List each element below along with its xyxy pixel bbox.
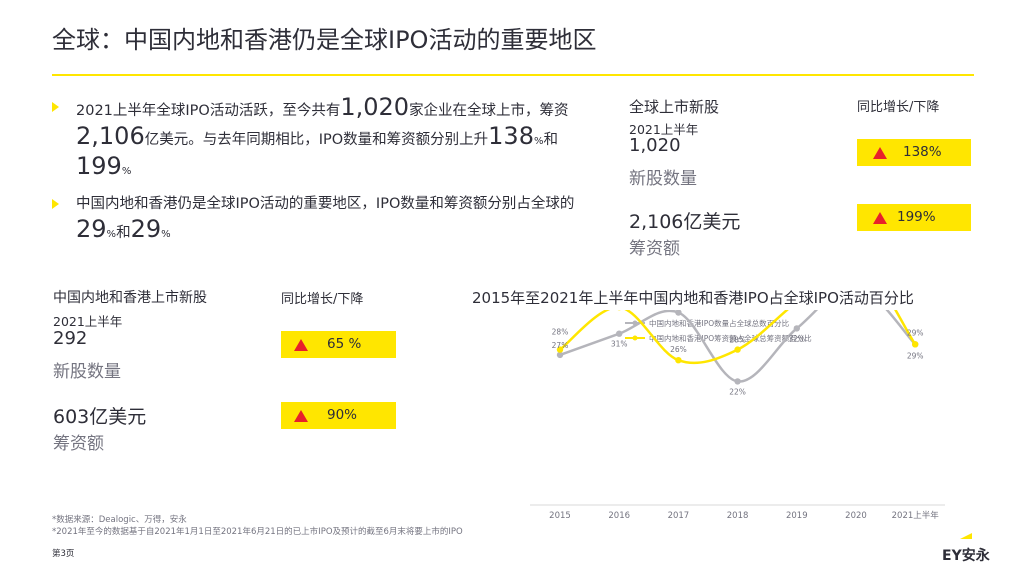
- bullet-arrow-icon: [52, 199, 59, 209]
- legend-label: 中国内地和香港IPO数量占全球总数百分比: [649, 318, 790, 328]
- logo-beam-icon: [960, 533, 972, 539]
- data-label: 31%: [611, 340, 628, 349]
- increase-arrow-icon: [873, 147, 887, 159]
- china-count-label: 新股数量: [53, 362, 121, 382]
- x-tick-label: 2018: [727, 511, 749, 521]
- data-point: [616, 330, 623, 337]
- bullet-text: 2021上半年全球IPO活动活跃，至今共有: [76, 103, 341, 119]
- bullet-text: 和: [543, 132, 558, 148]
- global-yoy-label: 同比增长/下降: [857, 100, 940, 115]
- bullet-text: 和: [116, 225, 131, 241]
- data-label: 29%: [907, 328, 924, 337]
- data-point: [912, 341, 919, 348]
- highlight-count: 1,020: [340, 93, 410, 121]
- bullet-china: 中国内地和香港仍是全球IPO活动的重要地区，IPO数量和筹资额分别占全球的 29%…: [52, 192, 592, 247]
- date-note: *2021年至今的数据基于自2021年1月1日至2021年6月21日的已上市IP…: [52, 527, 463, 537]
- china-yoy-label: 同比增长/下降: [281, 292, 364, 307]
- highlight-funds-yoy: 199: [76, 152, 122, 180]
- china-count-yoy: 65 %: [327, 336, 362, 352]
- bullet-global: 2021上半年全球IPO活动活跃，至今共有1,020家企业在全球上市，筹资 2,1…: [52, 95, 592, 184]
- china-count-yoy-badge: 65 %: [281, 331, 396, 358]
- x-tick-label: 2015: [549, 511, 571, 521]
- x-tick-label: 2020: [845, 511, 867, 521]
- global-count-yoy: 138%: [903, 144, 942, 160]
- highlight-count-yoy: 138: [488, 122, 534, 150]
- data-point: [675, 310, 682, 316]
- data-point: [734, 346, 741, 353]
- global-new-label: 全球上市新股: [629, 98, 720, 116]
- percent-sign: %: [121, 166, 132, 177]
- source-note: *数据来源：Dealogic、万得，安永: [52, 515, 187, 525]
- data-point: [793, 325, 800, 332]
- page-number: 第3页: [52, 549, 75, 559]
- x-tick-label: 2019: [786, 511, 808, 521]
- bullet-arrow-icon: [52, 102, 59, 112]
- china-period: 2021上半年: [53, 314, 123, 329]
- page-title: 全球：中国内地和香港仍是全球IPO活动的重要地区: [52, 26, 597, 54]
- chart-title: 2015年至2021年上半年中国内地和香港IPO占全球IPO活动百分比: [472, 289, 914, 307]
- highlight-funds-share: 29: [130, 215, 162, 243]
- legend-label: 中国内地和香港IPO筹资额占全球总筹资额百分比: [649, 333, 812, 343]
- percent-sign: %: [106, 229, 117, 240]
- global-period: 2021上半年: [629, 122, 699, 137]
- data-label: 28%: [552, 328, 569, 337]
- global-funds-yoy: 199%: [897, 209, 936, 225]
- bullet-text: 家企业在全球上市，筹资: [409, 103, 569, 119]
- data-label: 27%: [552, 341, 569, 350]
- x-tick-label: 2017: [668, 511, 690, 521]
- x-tick-label: 2016: [608, 511, 630, 521]
- legend-marker: [632, 335, 638, 341]
- china-funds-label: 筹资额: [53, 434, 104, 454]
- percent-sign: %: [161, 229, 171, 240]
- data-label: 28%: [729, 336, 746, 345]
- global-count-label: 新股数量: [629, 169, 697, 189]
- global-count: 1,020: [629, 135, 681, 156]
- increase-arrow-icon: [294, 339, 308, 351]
- increase-arrow-icon: [873, 212, 887, 224]
- increase-arrow-icon: [294, 410, 308, 422]
- china-funds-yoy-badge: 90%: [281, 402, 396, 429]
- data-label: 32%: [788, 334, 805, 343]
- x-tick-label: 2021上半年: [892, 510, 940, 521]
- data-point: [734, 378, 741, 385]
- bullet-text: 中国内地和香港仍是全球IPO活动的重要地区，IPO数量和筹资额分别占全球的: [76, 196, 575, 212]
- data-point: [556, 351, 564, 359]
- global-funds: 2,106亿美元: [629, 211, 741, 233]
- china-new-label: 中国内地和香港上市新股: [53, 290, 207, 306]
- data-label: 22%: [729, 387, 746, 396]
- global-funds-label: 筹资额: [629, 239, 680, 259]
- percent-sign: %: [533, 136, 544, 147]
- global-funds-yoy-badge: 199%: [857, 204, 971, 231]
- global-count-yoy-badge: 138%: [857, 139, 971, 166]
- china-funds-yoy: 90%: [327, 407, 358, 423]
- data-label: 29%: [907, 351, 924, 360]
- data-label: 26%: [670, 345, 687, 354]
- title-divider: [52, 74, 974, 76]
- highlight-count-share: 29: [76, 215, 107, 243]
- data-point: [556, 346, 564, 353]
- data-point: [675, 357, 682, 364]
- line-chart: 2015 2016 2017 2018 2019 2020 2021上半年 中国内地和香港IP…: [530, 310, 945, 521]
- bullet-text: 亿美元。与去年同期相比，IPO数量和筹资额分别上升: [144, 132, 489, 148]
- china-funds: 603亿美元: [53, 406, 147, 428]
- ey-logo: EY安永: [942, 548, 990, 564]
- china-count: 292: [53, 328, 88, 349]
- highlight-funds: 2,106: [76, 122, 145, 150]
